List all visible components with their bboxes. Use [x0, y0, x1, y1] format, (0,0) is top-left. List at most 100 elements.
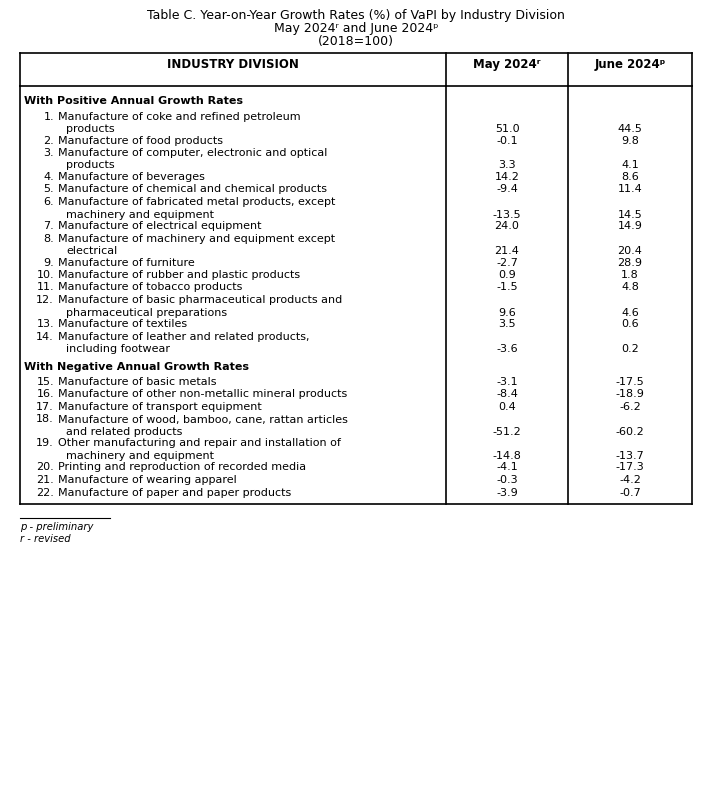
Text: r - revised: r - revised [20, 534, 70, 544]
Text: -13.7: -13.7 [616, 451, 644, 461]
Text: Manufacture of textiles: Manufacture of textiles [58, 319, 187, 329]
Text: 20.4: 20.4 [617, 246, 642, 256]
Text: 16.: 16. [36, 389, 54, 400]
Text: -4.1: -4.1 [496, 463, 518, 472]
Text: 3.3: 3.3 [498, 160, 515, 171]
Text: 22.: 22. [36, 488, 54, 498]
Text: 12.: 12. [36, 295, 54, 305]
Text: products: products [66, 160, 115, 171]
Text: May 2024ʳ: May 2024ʳ [473, 58, 540, 71]
Text: including footwear: including footwear [66, 344, 170, 354]
Text: Manufacture of paper and paper products: Manufacture of paper and paper products [58, 488, 291, 498]
Text: -2.7: -2.7 [496, 257, 518, 268]
Text: -8.4: -8.4 [496, 389, 518, 400]
Text: 3.5: 3.5 [498, 319, 515, 329]
Text: machinery and equipment: machinery and equipment [66, 210, 214, 219]
Text: 6.: 6. [43, 197, 54, 207]
Text: -14.8: -14.8 [493, 451, 521, 461]
Text: 9.8: 9.8 [621, 135, 639, 146]
Text: -0.1: -0.1 [496, 135, 518, 146]
Text: machinery and equipment: machinery and equipment [66, 451, 214, 461]
Text: -0.3: -0.3 [496, 475, 518, 485]
Text: Manufacture of food products: Manufacture of food products [58, 135, 223, 146]
Text: 21.4: 21.4 [495, 246, 520, 256]
Text: 0.9: 0.9 [498, 270, 516, 280]
Text: With Positive Annual Growth Rates: With Positive Annual Growth Rates [24, 96, 243, 106]
Text: 11.: 11. [36, 282, 54, 293]
Text: -51.2: -51.2 [493, 427, 521, 437]
Text: 28.9: 28.9 [617, 257, 642, 268]
Text: 21.: 21. [36, 475, 54, 485]
Text: 0.4: 0.4 [498, 402, 516, 412]
Text: -9.4: -9.4 [496, 184, 518, 194]
Text: 11.4: 11.4 [617, 184, 642, 194]
Text: Manufacture of chemical and chemical products: Manufacture of chemical and chemical pro… [58, 184, 327, 194]
Text: 5.: 5. [43, 184, 54, 194]
Text: Manufacture of leather and related products,: Manufacture of leather and related produ… [58, 332, 310, 341]
Text: 4.6: 4.6 [621, 307, 639, 317]
Text: 14.: 14. [36, 332, 54, 341]
Text: Manufacture of furniture: Manufacture of furniture [58, 257, 195, 268]
Text: 4.1: 4.1 [621, 160, 639, 171]
Text: -3.6: -3.6 [496, 344, 518, 354]
Text: INDUSTRY DIVISION: INDUSTRY DIVISION [167, 58, 299, 71]
Text: Manufacture of machinery and equipment except: Manufacture of machinery and equipment e… [58, 234, 335, 244]
Text: Manufacture of fabricated metal products, except: Manufacture of fabricated metal products… [58, 197, 335, 207]
Text: 19.: 19. [36, 438, 54, 448]
Text: -17.3: -17.3 [616, 463, 644, 472]
Text: -13.5: -13.5 [493, 210, 521, 219]
Text: -4.2: -4.2 [619, 475, 641, 485]
Text: -17.5: -17.5 [616, 377, 644, 387]
Text: Manufacture of basic pharmaceutical products and: Manufacture of basic pharmaceutical prod… [58, 295, 342, 305]
Text: June 2024ᵖ: June 2024ᵖ [595, 58, 666, 71]
Text: 2.: 2. [43, 135, 54, 146]
Text: Manufacture of electrical equipment: Manufacture of electrical equipment [58, 221, 261, 231]
Text: 14.9: 14.9 [617, 221, 642, 231]
Text: Manufacture of tobacco products: Manufacture of tobacco products [58, 282, 242, 293]
Text: 18.: 18. [36, 414, 54, 425]
Text: 1.: 1. [43, 112, 54, 121]
Text: 20.: 20. [36, 463, 54, 472]
Text: 10.: 10. [36, 270, 54, 280]
Text: 51.0: 51.0 [495, 124, 519, 134]
Text: 9.: 9. [43, 257, 54, 268]
Text: 9.6: 9.6 [498, 307, 516, 317]
Text: -0.7: -0.7 [619, 488, 641, 498]
Text: 8.6: 8.6 [621, 172, 639, 182]
Text: Manufacture of transport equipment: Manufacture of transport equipment [58, 402, 262, 412]
Text: pharmaceutical preparations: pharmaceutical preparations [66, 307, 227, 317]
Text: Manufacture of rubber and plastic products: Manufacture of rubber and plastic produc… [58, 270, 300, 280]
Text: 17.: 17. [36, 402, 54, 412]
Text: 15.: 15. [36, 377, 54, 387]
Text: -3.9: -3.9 [496, 488, 518, 498]
Text: Manufacture of computer, electronic and optical: Manufacture of computer, electronic and … [58, 148, 328, 158]
Text: electrical: electrical [66, 246, 117, 256]
Text: Other manufacturing and repair and installation of: Other manufacturing and repair and insta… [58, 438, 341, 448]
Text: Manufacture of beverages: Manufacture of beverages [58, 172, 205, 182]
Text: Manufacture of other non-metallic mineral products: Manufacture of other non-metallic minera… [58, 389, 347, 400]
Text: (2018=100): (2018=100) [318, 35, 394, 48]
Text: p - preliminary: p - preliminary [20, 522, 93, 532]
Text: With Negative Annual Growth Rates: With Negative Annual Growth Rates [24, 362, 249, 371]
Text: 8.: 8. [43, 234, 54, 244]
Text: -1.5: -1.5 [496, 282, 518, 293]
Text: 0.2: 0.2 [621, 344, 639, 354]
Text: 24.0: 24.0 [495, 221, 520, 231]
Text: 3.: 3. [43, 148, 54, 158]
Text: Table C. Year-on-Year Growth Rates (%) of VaPI by Industry Division: Table C. Year-on-Year Growth Rates (%) o… [147, 9, 565, 22]
Text: 0.6: 0.6 [621, 319, 639, 329]
Text: 7.: 7. [43, 221, 54, 231]
Text: -18.9: -18.9 [616, 389, 644, 400]
Text: 14.5: 14.5 [617, 210, 642, 219]
Text: Printing and reproduction of recorded media: Printing and reproduction of recorded me… [58, 463, 306, 472]
Text: products: products [66, 124, 115, 134]
Text: 13.: 13. [36, 319, 54, 329]
Text: -3.1: -3.1 [496, 377, 518, 387]
Text: 44.5: 44.5 [617, 124, 642, 134]
Text: -60.2: -60.2 [616, 427, 644, 437]
Text: Manufacture of wood, bamboo, cane, rattan articles: Manufacture of wood, bamboo, cane, ratta… [58, 414, 348, 425]
Text: Manufacture of basic metals: Manufacture of basic metals [58, 377, 216, 387]
Text: Manufacture of coke and refined petroleum: Manufacture of coke and refined petroleu… [58, 112, 300, 121]
Text: Manufacture of wearing apparel: Manufacture of wearing apparel [58, 475, 237, 485]
Text: 4.: 4. [43, 172, 54, 182]
